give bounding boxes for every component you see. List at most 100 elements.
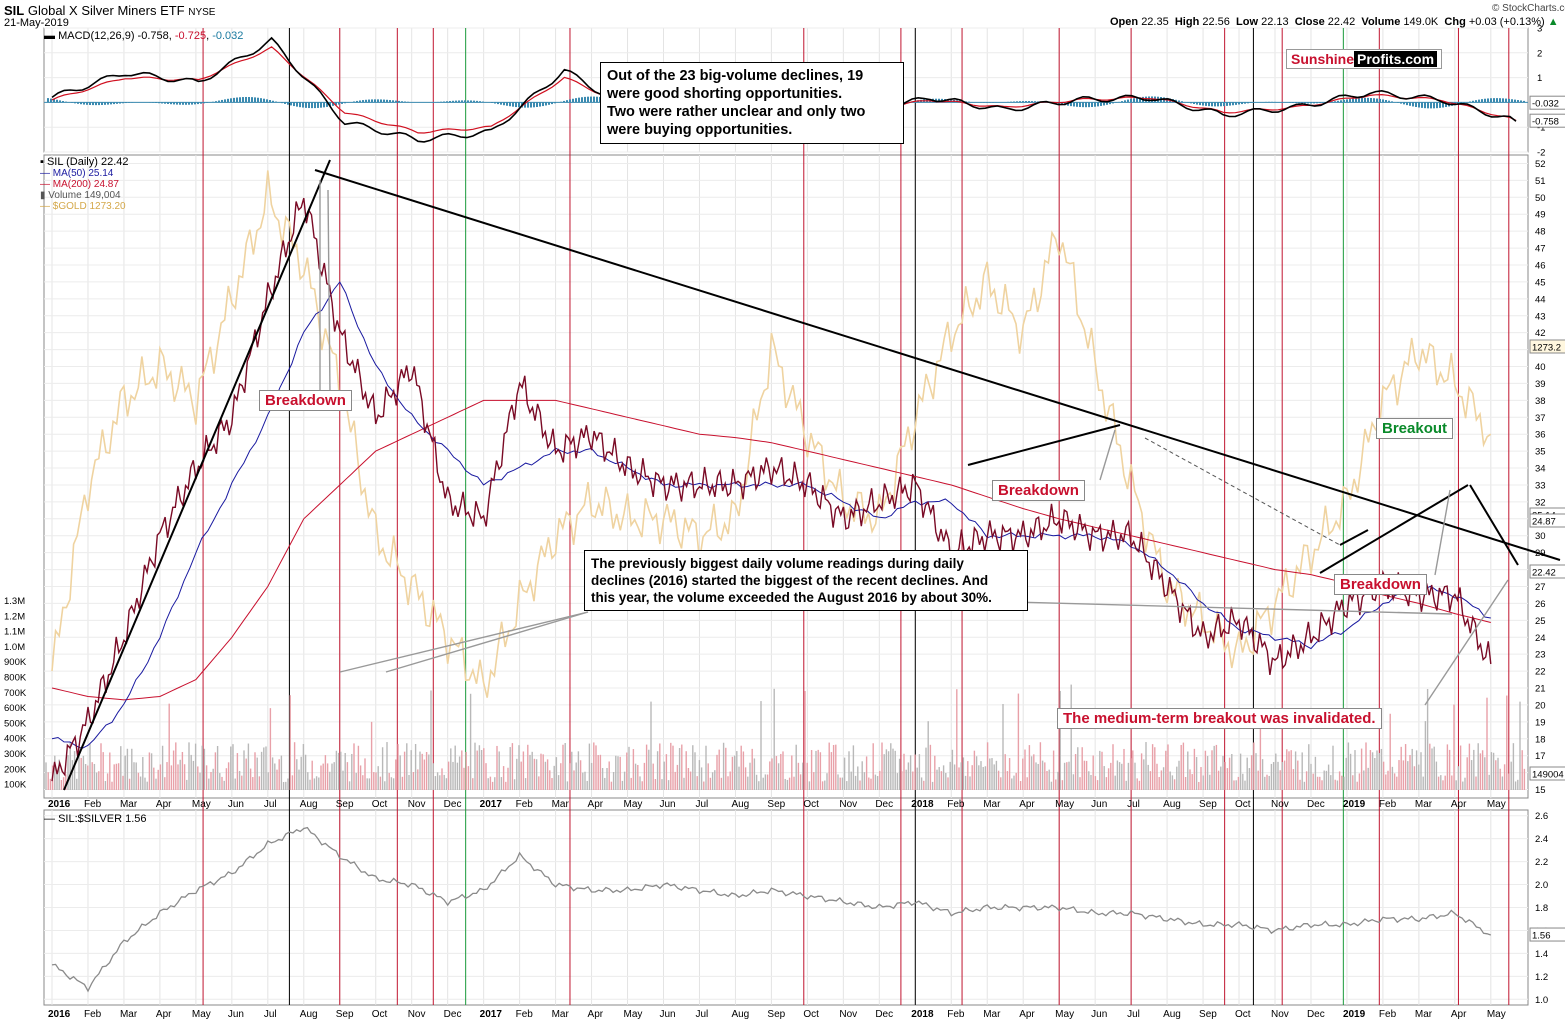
- label-breakout: Breakout: [1376, 418, 1454, 439]
- note-top: Out of the 23 big-volume declines, 19 we…: [600, 62, 904, 144]
- price-tick-label: 26: [1535, 599, 1546, 610]
- label-breakdown-2: Breakdown: [992, 480, 1085, 501]
- ratio-legend: — SIL:$SILVER 1.56: [44, 813, 147, 825]
- x-tick-label: Nov: [839, 799, 857, 810]
- tag-macd-hist-box: [1529, 95, 1565, 110]
- ratio-tick-label: 2.4: [1535, 834, 1548, 845]
- macd-tick-label: 1: [1537, 73, 1542, 84]
- ratio-tick-label: 1.8: [1535, 903, 1548, 914]
- x-tick-label: Jun: [1091, 799, 1107, 810]
- x-tick-label: Apr: [588, 1009, 604, 1020]
- legend-ma200: — MA(200) 24.87: [40, 179, 119, 190]
- x-tick-label: Feb: [84, 1009, 102, 1020]
- x-tick-label: Dec: [875, 1009, 893, 1020]
- x-tick-label: Mar: [983, 1009, 1001, 1020]
- x-tick-label: Apr: [1451, 1009, 1467, 1020]
- price-tick-label: 38: [1535, 396, 1546, 407]
- x-tick-label: Mar: [552, 799, 570, 810]
- tag-ma200: 24.87: [1532, 517, 1556, 528]
- x-tick-label: Feb: [516, 799, 534, 810]
- pointer-line: [1424, 579, 1509, 706]
- price-tick-label: 17: [1535, 751, 1546, 762]
- tag-macd-box: [1529, 113, 1565, 128]
- x-tick-label: Sep: [336, 1009, 354, 1020]
- price-tick-label: 43: [1535, 311, 1546, 322]
- x-tick-label: May: [624, 799, 643, 810]
- legend-gold: — $GOLD 1273.20: [40, 201, 126, 212]
- x-tick-label: Jul: [695, 1009, 708, 1020]
- price-tick-label: 18: [1535, 734, 1546, 745]
- ratio-tick-label: 2.0: [1535, 880, 1548, 891]
- ratio-tick-label: 2.6: [1535, 811, 1548, 822]
- x-tick-label: Oct: [803, 799, 819, 810]
- volume-tick-label: 200K: [4, 764, 27, 775]
- ratio-tick-label: 1.0: [1535, 995, 1548, 1006]
- x-tick-label: Apr: [1451, 799, 1467, 810]
- x-tick-label: Dec: [444, 1009, 462, 1020]
- price-tick-label: 34: [1535, 464, 1546, 475]
- pointer-line: [327, 189, 331, 396]
- x-tick-label: May: [192, 799, 211, 810]
- x-tick-label: Aug: [731, 1009, 749, 1020]
- x-tick-label: May: [1487, 799, 1506, 810]
- x-tick-label: Oct: [1235, 799, 1251, 810]
- label-breakdown-1: Breakdown: [259, 390, 352, 411]
- x-tick-label: Feb: [1379, 799, 1397, 810]
- legend-sil: ▪ SIL (Daily) 22.42: [40, 156, 129, 168]
- price-tick-label: 44: [1535, 294, 1546, 305]
- volume-tick-label: 700K: [4, 688, 27, 699]
- label-invalidated: The medium-term breakout was invalidated…: [1057, 708, 1382, 729]
- price-tick-label: 50: [1535, 193, 1546, 204]
- tag-price-box: [1529, 564, 1565, 579]
- chg-up-icon: ▲: [1547, 16, 1559, 28]
- series-sil: [51, 197, 1492, 782]
- series-ratio: [51, 826, 1492, 993]
- x-tick-label: Nov: [839, 1009, 857, 1020]
- tag-gold-box: [1529, 339, 1565, 354]
- x-tick-label: Feb: [947, 1009, 965, 1020]
- price-tick-label: 47: [1535, 244, 1546, 255]
- chart-title: SIL Global X Silver Miners ETF NYSE: [4, 3, 215, 18]
- x-tick-label: Oct: [372, 799, 388, 810]
- tag-volume-box: [1529, 766, 1565, 781]
- volume-tick-label: 800K: [4, 673, 27, 684]
- price-tick-label: 27: [1535, 582, 1546, 593]
- x-tick-label: Mar: [1415, 1009, 1433, 1020]
- price-tick-label: 39: [1535, 379, 1546, 390]
- price-tick-label: 22: [1535, 667, 1546, 678]
- x-tick-label: Jun: [1091, 1009, 1107, 1020]
- volume-tick-label: 1.2M: [4, 611, 25, 622]
- x-tick-label: Jul: [264, 1009, 277, 1020]
- tag-price: 22.42: [1532, 568, 1556, 579]
- x-tick-label: 2017: [480, 1009, 503, 1020]
- price-tick-label: 35: [1535, 447, 1546, 458]
- tag-ma200-box: [1529, 513, 1565, 528]
- x-tick-label: 2019: [1343, 799, 1366, 810]
- pointer-line: [1014, 601, 1453, 615]
- x-tick-label: Sep: [1199, 799, 1217, 810]
- price-tick-label: 32: [1535, 497, 1546, 508]
- price-tick-label: 37: [1535, 413, 1546, 424]
- x-tick-label: Jul: [1127, 1009, 1140, 1020]
- x-tick-label: Oct: [372, 1009, 388, 1020]
- volume-tick-label: 300K: [4, 749, 27, 760]
- macd-tick-label: -2: [1537, 148, 1545, 159]
- x-tick-label: Sep: [767, 1009, 785, 1020]
- macd-tick-label: 3: [1537, 24, 1542, 35]
- etf-name: Global X Silver Miners ETF: [27, 3, 185, 18]
- pointer-line: [1099, 429, 1116, 481]
- x-tick-label: May: [1055, 799, 1074, 810]
- x-tick-label: 2017: [480, 799, 503, 810]
- x-tick-label: Mar: [983, 799, 1001, 810]
- price-tick-label: 42: [1535, 328, 1546, 339]
- x-tick-label: Jul: [695, 799, 708, 810]
- price-tick-label: 49: [1535, 210, 1546, 221]
- price-tick-label: 30: [1535, 531, 1546, 542]
- x-tick-label: Jun: [228, 1009, 244, 1020]
- brand-logo: Sunshine Profits.com: [1286, 49, 1443, 69]
- ratio-tick-label: 1.2: [1535, 972, 1548, 983]
- x-tick-label: Nov: [408, 799, 426, 810]
- x-tick-label: May: [192, 1009, 211, 1020]
- x-tick-label: Apr: [1019, 1009, 1035, 1020]
- x-tick-label: Aug: [300, 1009, 318, 1020]
